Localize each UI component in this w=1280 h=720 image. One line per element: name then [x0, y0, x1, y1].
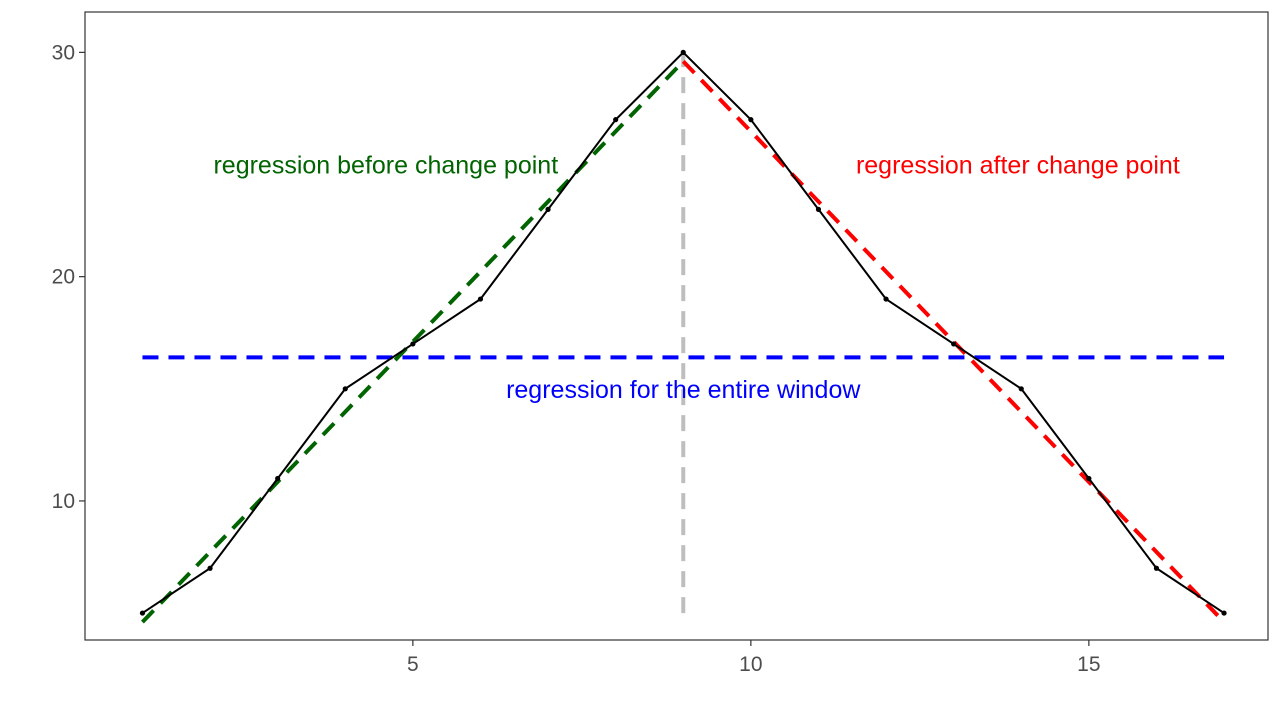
data-point: [1153, 565, 1160, 571]
y-axis: 10 20 30: [52, 41, 85, 513]
data-point: [545, 206, 551, 212]
data-point: [1018, 386, 1024, 392]
data-point: [477, 296, 484, 302]
data-point: [951, 341, 957, 347]
data-point: [1221, 610, 1227, 616]
data-point: [613, 117, 619, 123]
panel-border: [84, 11, 1269, 641]
data-point: [410, 341, 416, 347]
x-tick-label: 5: [407, 653, 419, 676]
x-tick-label: 15: [1077, 653, 1100, 676]
data-point: [275, 475, 281, 482]
annotation-after: regression after change point: [856, 152, 1180, 180]
annotation-before: regression before change point: [213, 152, 558, 180]
data-point: [748, 117, 754, 123]
data-point: [207, 565, 213, 571]
y-tick-label: 30: [52, 41, 75, 64]
data-point: [139, 610, 146, 616]
plot-layer: [139, 41, 1227, 624]
x-axis: 5 10 15: [407, 640, 1101, 676]
data-point: [342, 386, 348, 392]
annotation-entire: regression for the entire window: [506, 376, 861, 404]
data-point: [883, 296, 889, 302]
y-tick-label: 10: [52, 490, 75, 513]
y-tick-label: 20: [52, 266, 75, 289]
data-point: [815, 206, 822, 212]
data-point: [680, 49, 686, 55]
x-tick-label: 10: [739, 653, 762, 676]
data-point: [1086, 475, 1092, 482]
annotation-layer: regression before change point regression…: [213, 152, 1179, 404]
